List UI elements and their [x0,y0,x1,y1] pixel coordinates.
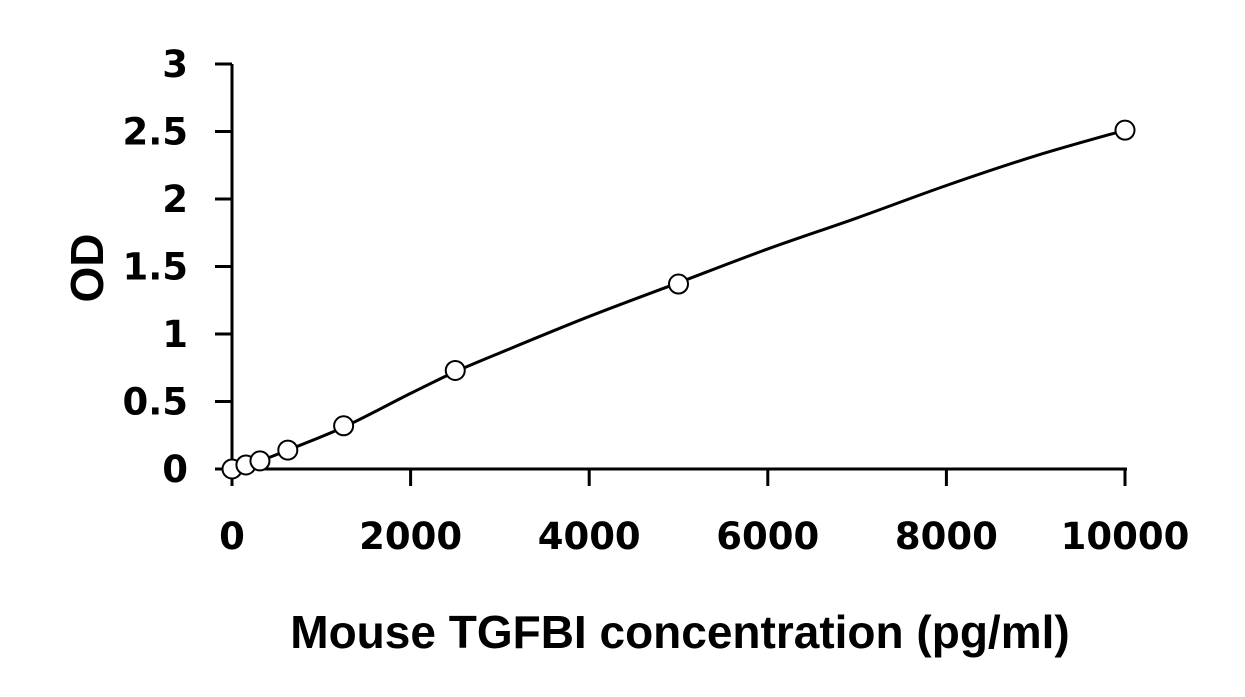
x-tick-label: 4000 [538,515,641,558]
data-point [668,273,689,295]
fit-curve-group [231,128,1126,471]
y-tick-label: 0 [162,448,188,491]
x-tick-label: 8000 [895,515,998,558]
x-tick-label: 0 [219,515,245,558]
x-axis-ticks: 0 2000 4000 6000 8000 10000 [219,469,1189,558]
x-axis-title: Mouse TGFBI concentration (pg/ml) [290,606,1069,658]
y-axis-ticks: 0 0.5 1 1.5 2 2.5 3 [122,43,232,491]
axes [230,64,1127,471]
y-tick-label: 2 [162,178,188,221]
fit-curve-line [231,128,1126,471]
data-point [249,450,271,472]
y-axis-title: OD [61,234,113,303]
data-points [221,119,1136,480]
data-point [333,415,355,437]
data-point [277,439,299,461]
y-tick-label: 0.5 [122,381,188,424]
y-tick-label: 2.5 [122,111,188,154]
y-tick-label: 1.5 [122,246,188,289]
y-tick-label: 3 [162,43,188,86]
data-point [444,359,466,381]
data-point [1114,119,1136,141]
x-tick-label: 6000 [716,515,819,558]
x-tick-label: 2000 [359,515,462,558]
y-tick-label: 1 [162,313,188,356]
x-tick-label: 10000 [1061,515,1190,558]
